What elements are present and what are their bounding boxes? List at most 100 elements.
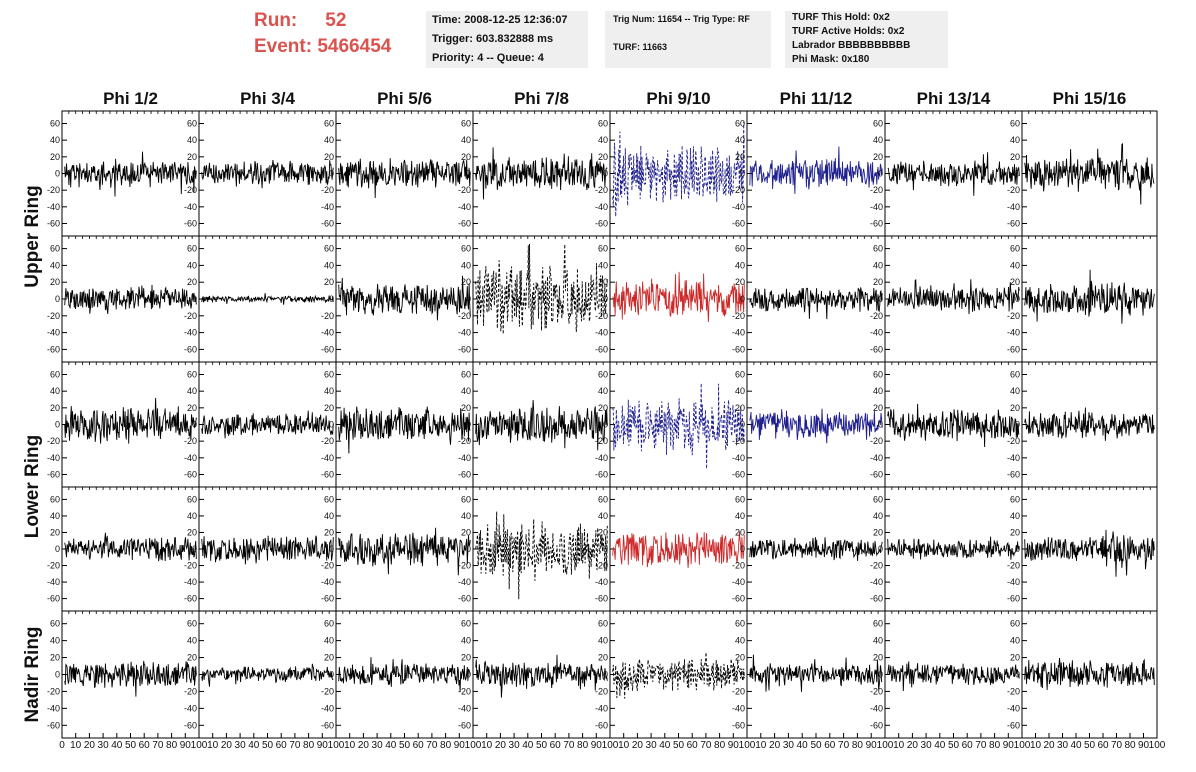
y-tick-label: 40 (461, 386, 471, 396)
y-tick-label: 60 (735, 370, 745, 380)
y-tick-label: -60 (321, 594, 334, 604)
y-tick-label: 60 (735, 244, 745, 254)
y-tick-label: -60 (732, 594, 745, 604)
y-tick-label: -60 (321, 344, 334, 354)
waveform-trace (64, 532, 197, 562)
y-tick-label: -20 (1007, 436, 1020, 446)
y-tick-label: -40 (1007, 328, 1020, 338)
x-tick-label: 80 (714, 740, 726, 751)
y-tick-label: -40 (870, 577, 883, 587)
y-tick-label: -60 (458, 344, 471, 354)
x-tick-label: 90 (1003, 740, 1015, 751)
y-tick-label: 60 (324, 370, 334, 380)
y-tick-label: 20 (873, 403, 883, 413)
y-tick-label: 20 (598, 527, 608, 537)
y-tick-label: 0 (740, 169, 745, 179)
y-tick-label: 60 (598, 244, 608, 254)
y-tick-label: -20 (1007, 686, 1020, 696)
phi-mask-text: Phi Mask: 0x180 (792, 54, 870, 65)
y-tick-label: 60 (1010, 244, 1020, 254)
x-tick-label: 100 (1149, 740, 1166, 751)
y-tick-label: -60 (732, 344, 745, 354)
x-tick-label: 60 (687, 740, 699, 751)
y-tick-label: -20 (732, 686, 745, 696)
y-tick-label: -60 (1007, 720, 1020, 730)
y-tick-label: 0 (878, 294, 883, 304)
column-title: Phi 1/2 (103, 89, 158, 108)
y-tick-label: 60 (187, 619, 197, 629)
x-tick-label: 70 (426, 740, 438, 751)
y-tick-label: 0 (55, 294, 60, 304)
y-tick-label: -20 (321, 185, 334, 195)
y-tick-label: 0 (329, 670, 334, 680)
y-tick-label: 0 (740, 544, 745, 554)
y-tick-label: 0 (329, 169, 334, 179)
y-tick-label: 20 (1010, 277, 1020, 287)
y-tick-label: -20 (870, 686, 883, 696)
x-tick-label: 60 (824, 740, 836, 751)
waveform-trace (475, 511, 608, 600)
y-tick-label: -40 (321, 328, 334, 338)
y-tick-label: 60 (1010, 370, 1020, 380)
y-tick-label: -60 (732, 219, 745, 229)
waveform-trace (612, 531, 745, 569)
y-tick-label: 60 (873, 494, 883, 504)
run-value: 52 (325, 10, 347, 31)
x-tick-label: 40 (659, 740, 671, 751)
y-tick-label: -60 (870, 219, 883, 229)
y-tick-label: -20 (184, 311, 197, 321)
waveform-trace (887, 279, 1020, 315)
y-tick-label: -20 (595, 311, 608, 321)
y-tick-label: -40 (184, 577, 197, 587)
y-tick-label: 60 (735, 494, 745, 504)
y-tick-label: 20 (735, 527, 745, 537)
run-event-header: Run: 52 Event: 5466454 (254, 8, 391, 60)
y-tick-label: -40 (458, 453, 471, 463)
y-tick-label: -40 (732, 328, 745, 338)
y-tick-label: -60 (1007, 594, 1020, 604)
waveform-trace (338, 527, 471, 576)
y-tick-label: 20 (873, 653, 883, 663)
x-tick-label: 50 (673, 740, 685, 751)
x-tick-label: 90 (728, 740, 740, 751)
y-tick-label: -40 (870, 328, 883, 338)
y-tick-label: 40 (461, 135, 471, 145)
y-tick-label: 40 (598, 135, 608, 145)
column-title: Phi 3/4 (240, 89, 295, 108)
y-tick-label: -20 (732, 561, 745, 571)
x-tick-label: 40 (522, 740, 534, 751)
y-tick-label: 40 (873, 386, 883, 396)
y-tick-label: 60 (50, 494, 60, 504)
x-tick-label: 90 (1138, 740, 1150, 751)
waveform-trace (64, 151, 197, 197)
waveform-trace (1024, 407, 1155, 441)
y-tick-label: 20 (1010, 403, 1020, 413)
x-tick-label: 10 (893, 740, 905, 751)
y-tick-label: 40 (187, 260, 197, 270)
y-tick-label: 20 (187, 277, 197, 287)
y-tick-label: -60 (321, 219, 334, 229)
y-tick-label: 0 (466, 420, 471, 430)
waveform-trace (887, 661, 1020, 692)
x-tick-label: 20 (358, 740, 370, 751)
x-tick-label: 80 (1124, 740, 1136, 751)
x-tick-label: 90 (454, 740, 466, 751)
y-tick-label: -20 (47, 686, 60, 696)
y-tick-label: -20 (1007, 185, 1020, 195)
y-tick-label: 20 (324, 152, 334, 162)
y-tick-label: 40 (187, 386, 197, 396)
x-tick-label: 70 (152, 740, 164, 751)
waveform-trace (749, 146, 883, 194)
row-title: Upper Ring (22, 185, 43, 287)
event-label: Event: (254, 36, 313, 57)
y-tick-label: 40 (598, 636, 608, 646)
y-tick-label: 60 (873, 244, 883, 254)
y-tick-label: -60 (1007, 470, 1020, 480)
y-tick-label: 40 (1010, 636, 1020, 646)
y-tick-label: 60 (1010, 619, 1020, 629)
x-tick-label: 100 (328, 740, 345, 751)
y-tick-label: -40 (732, 577, 745, 587)
y-tick-label: 60 (187, 370, 197, 380)
y-tick-label: -40 (732, 703, 745, 713)
